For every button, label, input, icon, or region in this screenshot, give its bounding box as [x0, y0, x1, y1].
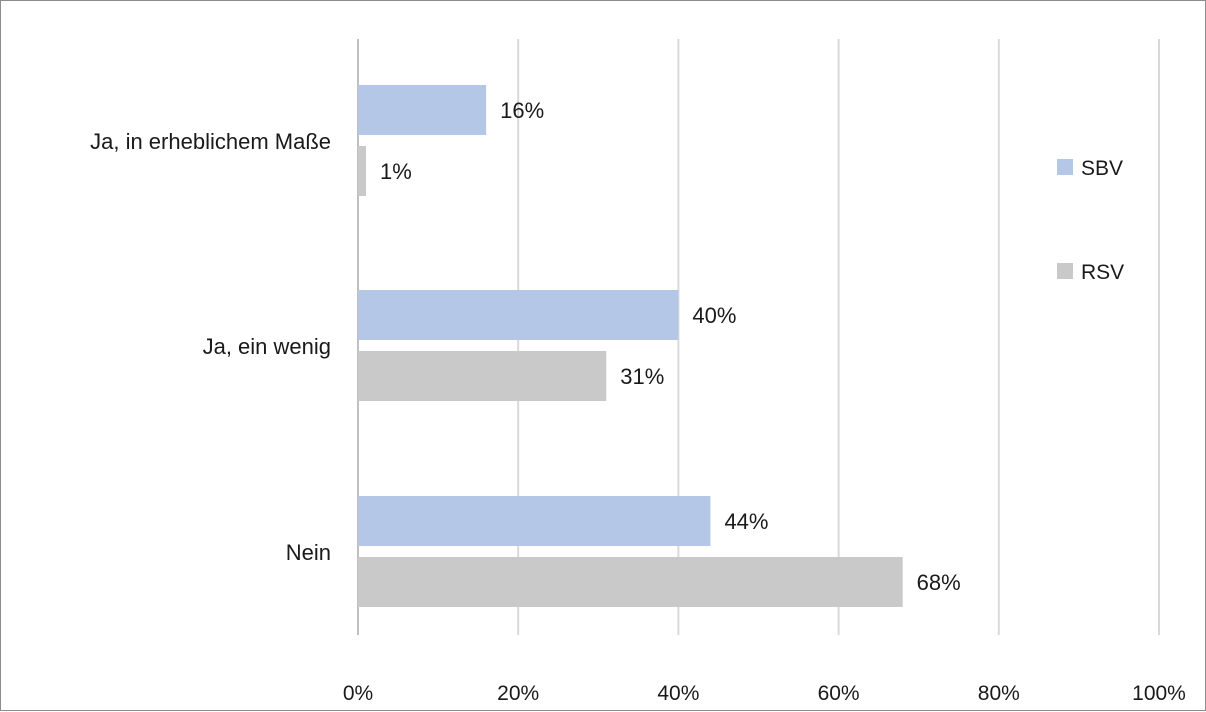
x-tick-label: 60% — [818, 682, 860, 705]
data-labels: 16% 40% 44% 1% 31% 68% — [380, 98, 961, 595]
bar-rsv-0 — [358, 146, 367, 196]
x-tick-label: 20% — [497, 682, 539, 705]
data-label: 68% — [917, 570, 961, 595]
data-label: 44% — [724, 509, 768, 534]
legend: SBV RSV — [1057, 157, 1124, 284]
legend-swatch-rsv — [1057, 263, 1073, 279]
x-tick-label: 40% — [657, 682, 699, 705]
data-label: 16% — [500, 98, 544, 123]
legend-label: SBV — [1081, 157, 1123, 180]
bar-sbv-0 — [358, 85, 487, 135]
legend-swatch-sbv — [1057, 159, 1073, 175]
data-label: 1% — [380, 159, 412, 184]
category-label: Nein — [286, 540, 331, 565]
bars — [358, 85, 903, 607]
x-tick-label: 0% — [343, 682, 373, 705]
bar-sbv-1 — [358, 290, 679, 340]
legend-label: RSV — [1081, 261, 1124, 284]
bar-rsv-2 — [358, 557, 903, 607]
x-tick-label: 100% — [1132, 682, 1186, 705]
data-label: 40% — [692, 303, 736, 328]
category-labels: Ja, in erheblichem Maße Ja, ein wenig Nein — [90, 129, 331, 565]
bar-rsv-1 — [358, 351, 607, 401]
x-axis-tick-labels: 0% 20% 40% 60% 80% 100% — [343, 682, 1186, 705]
category-label: Ja, ein wenig — [203, 334, 331, 359]
category-label: Ja, in erheblichem Maße — [90, 129, 331, 154]
bar-sbv-2 — [358, 496, 711, 546]
x-tick-label: 80% — [978, 682, 1020, 705]
data-label: 31% — [620, 364, 664, 389]
